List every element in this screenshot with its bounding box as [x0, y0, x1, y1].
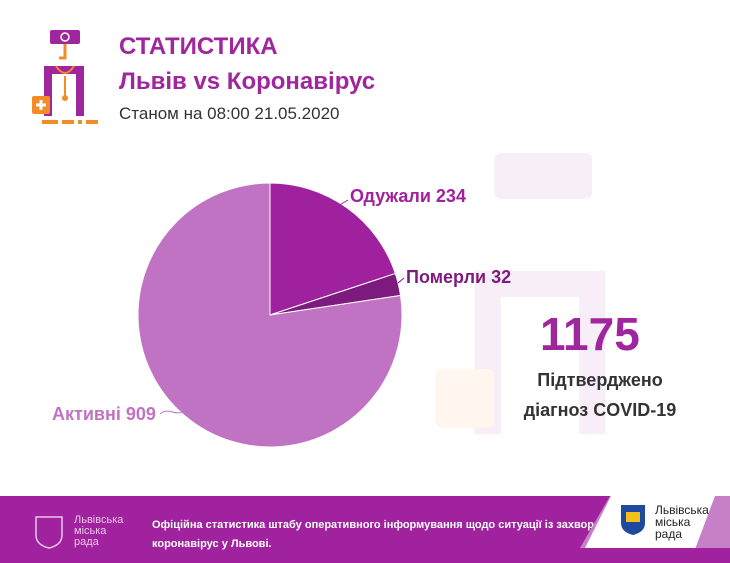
label-deaths: Померли 32 [406, 267, 512, 287]
label-recovered: Одужали 234 [350, 186, 466, 206]
lviv-crest-icon [35, 516, 63, 549]
caption-line2: діагноз COVID-19 [523, 400, 677, 420]
doctor-watermark-icon [435, 153, 606, 435]
badge [585, 496, 715, 548]
pie-chart [137, 182, 405, 448]
report-date: Станом на 08:00 21.05.2020 [119, 104, 340, 123]
badge-text: Львівська міська рада [655, 503, 709, 541]
label-active: Активні 909 [52, 404, 156, 424]
caption-line1: Підтверджено [537, 370, 663, 390]
lviv-coat-of-arms-icon [621, 505, 645, 535]
footer: Львівська міська рада Офіційна статистик… [0, 496, 730, 563]
leader-line [327, 199, 349, 213]
footer-text: Офіційна статистика штабу оперативного і… [152, 519, 602, 550]
slice-active [137, 182, 403, 448]
total-cases: 1175 [540, 308, 640, 360]
page-title: СТАТИСТИКА [119, 33, 278, 60]
leader-line [159, 409, 187, 415]
page-subtitle: Львів vs Коронавірус [119, 68, 376, 95]
doctor-logo-icon [32, 30, 98, 124]
leader-line [397, 277, 405, 284]
footer-logo-text: Львівська міська рада [74, 514, 124, 548]
slice-recovered [269, 182, 396, 316]
